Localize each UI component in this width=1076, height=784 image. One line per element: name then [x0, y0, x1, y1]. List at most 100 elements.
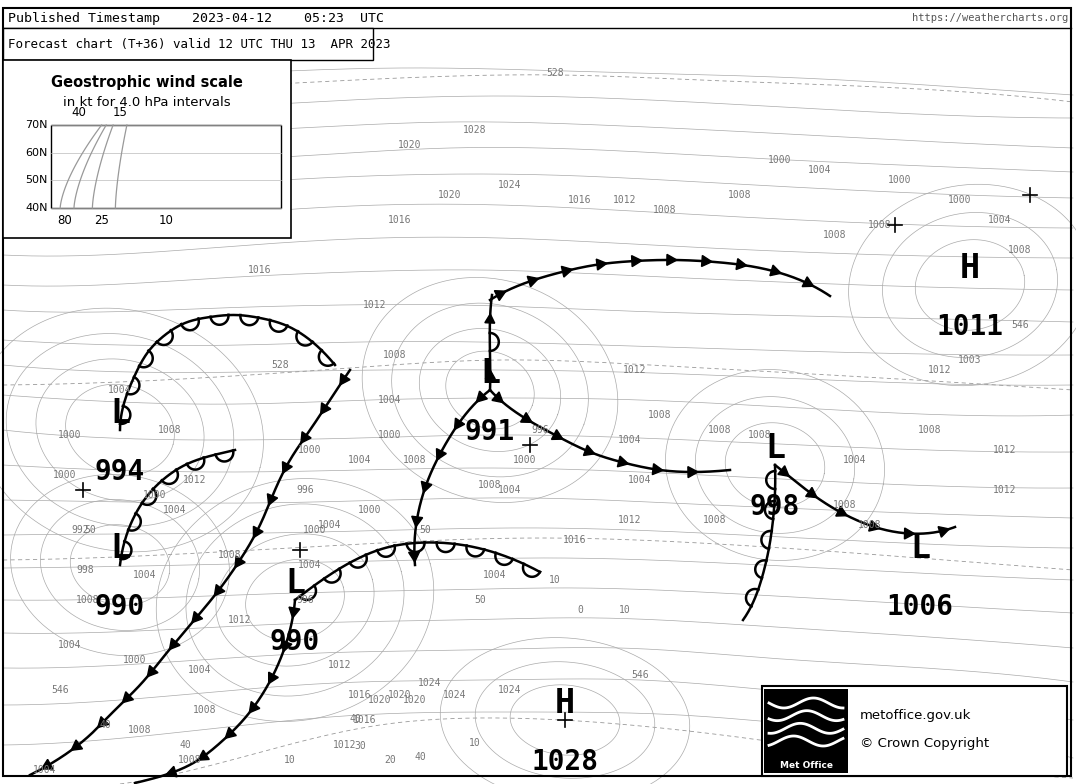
- Text: 1020: 1020: [388, 690, 412, 700]
- Polygon shape: [521, 412, 532, 423]
- Text: 1008: 1008: [859, 520, 881, 530]
- Text: 1012: 1012: [993, 485, 1017, 495]
- Text: 1008: 1008: [383, 350, 407, 360]
- Polygon shape: [269, 672, 279, 684]
- Polygon shape: [562, 267, 572, 277]
- Text: 1016: 1016: [349, 690, 371, 700]
- Polygon shape: [485, 314, 495, 323]
- Text: 1008: 1008: [76, 595, 100, 605]
- Bar: [762, 686, 1067, 776]
- Text: 1000: 1000: [889, 175, 911, 185]
- Polygon shape: [250, 702, 259, 713]
- Text: metoffice.gov.uk: metoffice.gov.uk: [860, 710, 972, 723]
- Text: 1016: 1016: [563, 535, 586, 545]
- Text: 990: 990: [95, 593, 145, 621]
- Polygon shape: [938, 527, 949, 537]
- Polygon shape: [778, 466, 789, 477]
- Text: 1024: 1024: [443, 690, 467, 700]
- Text: H: H: [960, 252, 980, 285]
- Text: 1008: 1008: [708, 425, 732, 435]
- Text: 1000: 1000: [768, 155, 792, 165]
- Text: 1008: 1008: [158, 425, 182, 435]
- Text: 50: 50: [84, 525, 96, 535]
- Polygon shape: [454, 418, 465, 430]
- Text: 10: 10: [469, 738, 481, 748]
- Text: Geostrophic wind scale: Geostrophic wind scale: [51, 74, 243, 89]
- Polygon shape: [422, 481, 431, 492]
- Text: L: L: [285, 567, 306, 600]
- Polygon shape: [802, 277, 813, 287]
- Text: 1004: 1004: [58, 640, 82, 650]
- Text: 50: 50: [420, 525, 430, 535]
- Text: 70N: 70N: [26, 120, 48, 130]
- Text: 1012: 1012: [929, 365, 952, 375]
- Text: 40N: 40N: [26, 203, 48, 213]
- Text: 1000: 1000: [298, 445, 322, 455]
- Text: 1000: 1000: [513, 455, 537, 465]
- Text: 1008: 1008: [704, 515, 726, 525]
- Text: 994: 994: [95, 458, 145, 486]
- Text: 1008: 1008: [728, 190, 752, 200]
- Text: 1012: 1012: [228, 615, 252, 625]
- Text: 1008: 1008: [478, 480, 501, 490]
- Text: 1008: 1008: [918, 425, 942, 435]
- Polygon shape: [268, 494, 278, 505]
- Polygon shape: [736, 259, 747, 270]
- Text: 1004: 1004: [318, 520, 342, 530]
- Polygon shape: [254, 526, 263, 538]
- Text: 1012: 1012: [623, 365, 647, 375]
- Text: 1020: 1020: [368, 695, 392, 705]
- Polygon shape: [836, 506, 847, 516]
- Text: 1020: 1020: [404, 695, 427, 705]
- Text: 1008: 1008: [194, 705, 216, 715]
- Polygon shape: [409, 552, 420, 562]
- Text: 1000: 1000: [358, 505, 382, 515]
- Text: 996: 996: [296, 485, 314, 495]
- Text: 60N: 60N: [26, 147, 48, 158]
- Text: 1004: 1004: [483, 570, 507, 580]
- Polygon shape: [492, 392, 504, 403]
- Text: L: L: [480, 357, 500, 390]
- Text: 998: 998: [76, 565, 94, 575]
- Text: 1004: 1004: [628, 475, 652, 485]
- Bar: [51, 125, 281, 208]
- Text: 1008: 1008: [648, 410, 671, 420]
- Text: 991: 991: [465, 418, 515, 446]
- Bar: [3, 60, 291, 238]
- Polygon shape: [123, 691, 133, 702]
- Text: 1000: 1000: [379, 430, 401, 440]
- Text: 1000: 1000: [53, 470, 76, 480]
- Text: 1004: 1004: [109, 385, 131, 395]
- Polygon shape: [868, 521, 880, 531]
- Text: 20: 20: [384, 755, 396, 765]
- Text: 1012: 1012: [364, 300, 386, 310]
- Text: 1000: 1000: [143, 490, 167, 500]
- Text: 1004: 1004: [188, 665, 212, 675]
- Text: 1006: 1006: [887, 593, 953, 621]
- Polygon shape: [147, 666, 158, 677]
- Text: 1000: 1000: [58, 430, 82, 440]
- Text: 1028: 1028: [464, 125, 486, 135]
- Polygon shape: [769, 265, 781, 276]
- Text: 10: 10: [549, 575, 561, 585]
- Text: 1024: 1024: [498, 180, 522, 190]
- Text: 40: 40: [71, 106, 86, 119]
- Polygon shape: [583, 445, 595, 456]
- Polygon shape: [618, 456, 628, 466]
- Text: 1008: 1008: [404, 455, 427, 465]
- Polygon shape: [485, 370, 495, 379]
- Text: 1008: 1008: [833, 500, 856, 510]
- Text: 1003: 1003: [959, 355, 981, 365]
- Text: 1020: 1020: [398, 140, 422, 150]
- Text: 10: 10: [284, 755, 296, 765]
- Polygon shape: [552, 430, 563, 439]
- Text: 1008: 1008: [179, 755, 202, 765]
- Text: 0: 0: [577, 605, 583, 615]
- Text: 1000: 1000: [124, 655, 146, 665]
- Text: 10: 10: [619, 605, 631, 615]
- Polygon shape: [321, 403, 330, 414]
- Text: 50N: 50N: [26, 176, 48, 185]
- Text: 1008: 1008: [1008, 245, 1032, 255]
- Text: 1004: 1004: [379, 395, 401, 405]
- Text: 1004: 1004: [349, 455, 371, 465]
